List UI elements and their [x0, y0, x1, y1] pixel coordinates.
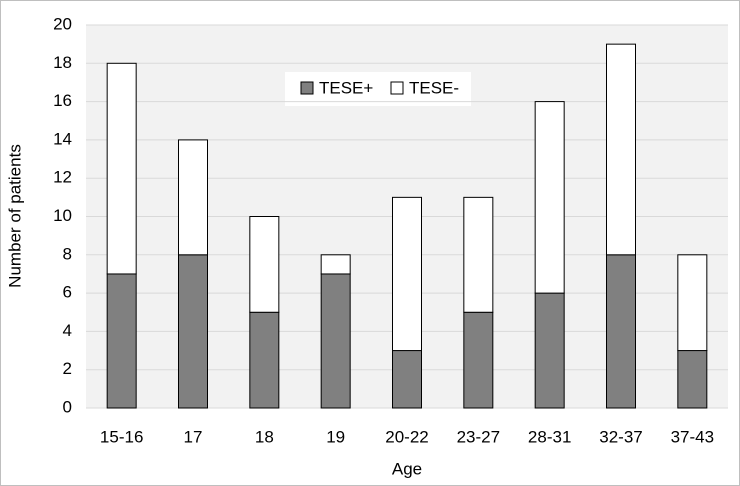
bar [320, 254, 351, 275]
y-tick-label: 8 [63, 244, 72, 263]
x-axis-label: Age [392, 459, 422, 478]
bar [249, 311, 280, 409]
bar [677, 254, 708, 352]
bar [249, 216, 280, 313]
y-tick-label: 6 [63, 283, 72, 302]
x-tick-label: 18 [255, 427, 274, 446]
bar [534, 292, 565, 409]
legend-swatch [300, 81, 314, 95]
x-tick-label: 19 [326, 427, 345, 446]
bar [463, 311, 494, 409]
y-tick-label: 4 [63, 321, 72, 340]
legend-swatch [390, 81, 404, 95]
legend-label: TESE- [409, 78, 459, 97]
x-tick-label: 15-16 [100, 427, 143, 446]
bar [178, 254, 208, 409]
bar [392, 350, 422, 409]
y-tick-label: 12 [53, 168, 72, 187]
y-tick-label: 18 [53, 53, 72, 72]
legend: TESE+ TESE- [285, 72, 471, 106]
bar [392, 196, 422, 352]
bar [106, 62, 137, 275]
x-tick-label: 32-37 [599, 427, 642, 446]
legend-label: TESE+ [319, 78, 373, 97]
y-tick-label: 2 [63, 359, 72, 378]
bar [606, 254, 636, 409]
x-tick-label: 28-31 [528, 427, 571, 446]
bar [320, 273, 351, 409]
y-tick-label: 16 [53, 91, 72, 110]
bar [178, 139, 208, 256]
y-tick-label: 10 [53, 206, 72, 225]
bar [534, 101, 565, 294]
x-tick-label: 17 [184, 427, 203, 446]
y-tick-label: 20 [53, 14, 72, 33]
bar [463, 196, 494, 313]
legend-box [285, 72, 471, 106]
bar [106, 273, 137, 409]
bar [677, 350, 708, 409]
x-tick-label: 20-22 [385, 427, 428, 446]
y-axis-label: Number of patients [5, 144, 24, 288]
bar [606, 43, 636, 256]
y-tick-label: 0 [63, 397, 72, 416]
y-tick-label: 14 [53, 129, 72, 148]
x-tick-label: 37-43 [671, 427, 714, 446]
x-tick-label: 23-27 [457, 427, 500, 446]
